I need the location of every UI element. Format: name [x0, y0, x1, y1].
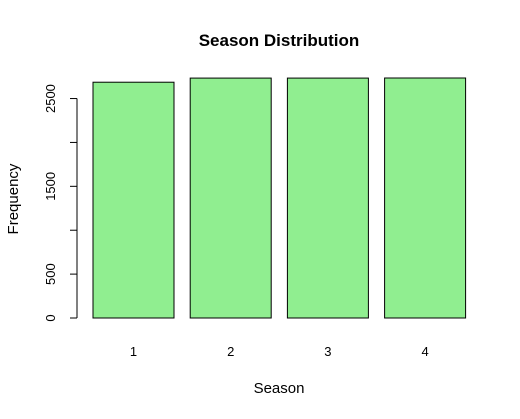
x-tick-label: 4: [421, 344, 428, 359]
bar-season-3: [286, 77, 369, 319]
chart-title: Season Distribution: [199, 31, 360, 50]
x-tick-label: 2: [227, 344, 234, 359]
x-tick-label: 1: [130, 344, 137, 359]
bars-group: [92, 77, 467, 319]
y-axis-label: Frequency: [5, 163, 22, 234]
bar-season-1: [92, 81, 175, 319]
y-tick-label: 1500: [43, 172, 58, 201]
y-tick-label: 500: [43, 263, 58, 285]
x-tick-labels: 1 2 3 4: [130, 344, 429, 359]
bar-season-4: [384, 77, 467, 319]
bar-season-2: [189, 77, 272, 319]
x-axis-label: Season: [254, 380, 305, 397]
y-tick-label: 0: [43, 314, 58, 321]
y-axis: 0 500 1500 2500: [43, 84, 78, 322]
x-tick-label: 3: [324, 344, 331, 359]
y-tick-label: 2500: [43, 84, 58, 113]
